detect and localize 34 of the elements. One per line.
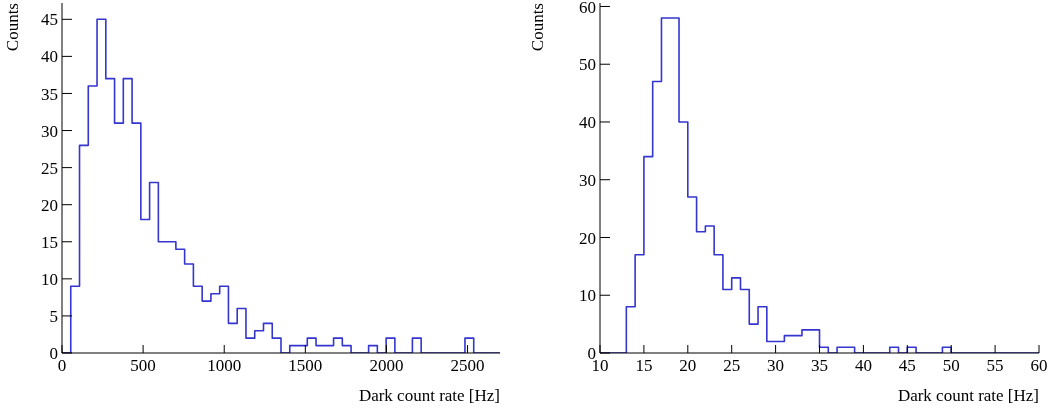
x-tick-label: 15	[635, 356, 653, 376]
x-tick-label: 40	[854, 356, 872, 376]
x-axis-title: Dark count rate [Hz]	[358, 386, 500, 405]
y-tick-label: 30	[41, 121, 58, 141]
y-tick-label: 15	[41, 232, 58, 252]
y-tick-label: 60	[579, 0, 596, 17]
x-tick-label: 1000	[207, 356, 242, 376]
x-tick-label: 20	[679, 356, 697, 376]
x-tick-label: 25	[723, 356, 741, 376]
x-tick-label: 2000	[369, 356, 404, 376]
y-axis-title: Counts	[3, 3, 22, 52]
x-tick-label: 30	[767, 356, 785, 376]
x-tick-label: 50	[942, 356, 960, 376]
y-tick-label: 45	[41, 10, 58, 30]
x-tick-label: 45	[898, 356, 916, 376]
y-tick-label: 25	[41, 158, 58, 178]
x-tick-label: 2500	[450, 356, 485, 376]
y-tick-label: 10	[579, 286, 596, 306]
y-tick-label: 10	[41, 269, 58, 289]
y-axis-title: Counts	[528, 3, 547, 52]
y-tick-label: 30	[579, 170, 596, 190]
x-tick-label: 1500	[288, 356, 323, 376]
y-tick-label: 40	[41, 47, 58, 67]
y-tick-label: 20	[41, 195, 58, 215]
y-tick-label: 20	[579, 228, 596, 248]
x-tick-label: 55	[986, 356, 1004, 376]
x-axis-title: Dark count rate [Hz]	[897, 386, 1039, 405]
y-tick-label: 50	[579, 55, 596, 75]
y-tick-label: 35	[41, 84, 58, 104]
x-tick-label: 60	[1030, 356, 1048, 376]
y-tick-label: 40	[579, 113, 596, 133]
x-tick-label: 35	[811, 356, 828, 376]
y-tick-label: 5	[49, 306, 58, 326]
x-tick-label: 500	[130, 356, 156, 376]
